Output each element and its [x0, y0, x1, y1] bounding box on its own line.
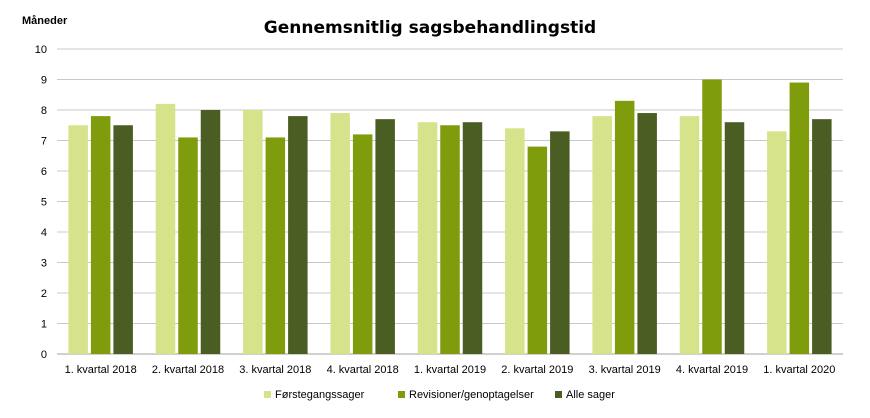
y-tick-label: 1 — [41, 319, 47, 331]
bar — [330, 113, 350, 354]
bar — [178, 137, 198, 354]
bar — [155, 103, 176, 355]
legend-swatch — [264, 391, 271, 398]
y-tick-label: 8 — [41, 105, 47, 117]
bar — [352, 134, 373, 354]
y-tick-label: 7 — [41, 136, 47, 148]
y-tick-label: 0 — [41, 349, 47, 361]
bar — [505, 128, 525, 354]
bar — [812, 119, 832, 355]
bar — [767, 131, 787, 354]
legend-entry: Revisioner/genoptagelser — [409, 389, 534, 401]
bar — [592, 116, 612, 354]
x-axis-ticks: 1. kvartal 2018 2. kvartal 2018 3. kvartal… — [65, 364, 836, 376]
legend-entry: Førstegangssager — [275, 389, 365, 401]
bar — [702, 79, 722, 354]
x-tick-label: 2. kvartal 2019 — [501, 364, 573, 376]
y-tick-label: 3 — [41, 258, 47, 270]
x-tick-label: 4. kvartal 2019 — [676, 364, 748, 376]
bar — [417, 122, 438, 354]
legend-swatch — [555, 391, 562, 398]
x-tick-label: 2. kvartal 2018 — [152, 364, 224, 376]
x-tick-label: 1. kvartal 2019 — [414, 364, 486, 376]
bar — [440, 125, 460, 354]
x-tick-label: 1. kvartal 2018 — [65, 364, 137, 376]
legend-swatch — [398, 391, 405, 398]
y-axis-label: Måneder — [22, 15, 68, 27]
bar — [462, 122, 483, 354]
bar — [265, 137, 286, 354]
y-tick-label: 10 — [35, 44, 47, 56]
x-tick-label: 3. kvartal 2018 — [239, 364, 311, 376]
y-tick-label: 5 — [41, 197, 47, 209]
y-tick-label: 2 — [41, 288, 47, 300]
x-tick-label: 1. kvartal 2020 — [763, 364, 835, 376]
y-axis-ticks: 0 1 2 3 4 5 6 7 8 9 10 — [35, 44, 47, 361]
bar — [243, 110, 263, 354]
chart-title: Gennemsnitlig sagsbehandlingstid — [264, 18, 596, 38]
bar — [68, 125, 88, 354]
bar — [288, 116, 308, 354]
bar — [90, 116, 111, 354]
bar — [550, 131, 570, 354]
bar — [375, 119, 395, 355]
y-tick-label: 6 — [41, 166, 47, 178]
y-tick-label: 9 — [41, 75, 47, 87]
bar — [724, 122, 745, 354]
bar — [637, 113, 657, 354]
x-tick-label: 4. kvartal 2018 — [327, 364, 399, 376]
bars — [68, 79, 832, 355]
bar — [200, 110, 221, 354]
bar — [789, 82, 810, 355]
legend-entry: Alle sager — [566, 389, 615, 401]
bar — [113, 125, 133, 354]
legend: Førstegangssager Revisioner/genoptagelser… — [264, 389, 615, 401]
bar — [679, 116, 700, 354]
x-tick-label: 3. kvartal 2019 — [589, 364, 661, 376]
bar — [527, 146, 548, 354]
y-tick-label: 4 — [41, 227, 47, 239]
bar — [614, 100, 635, 354]
